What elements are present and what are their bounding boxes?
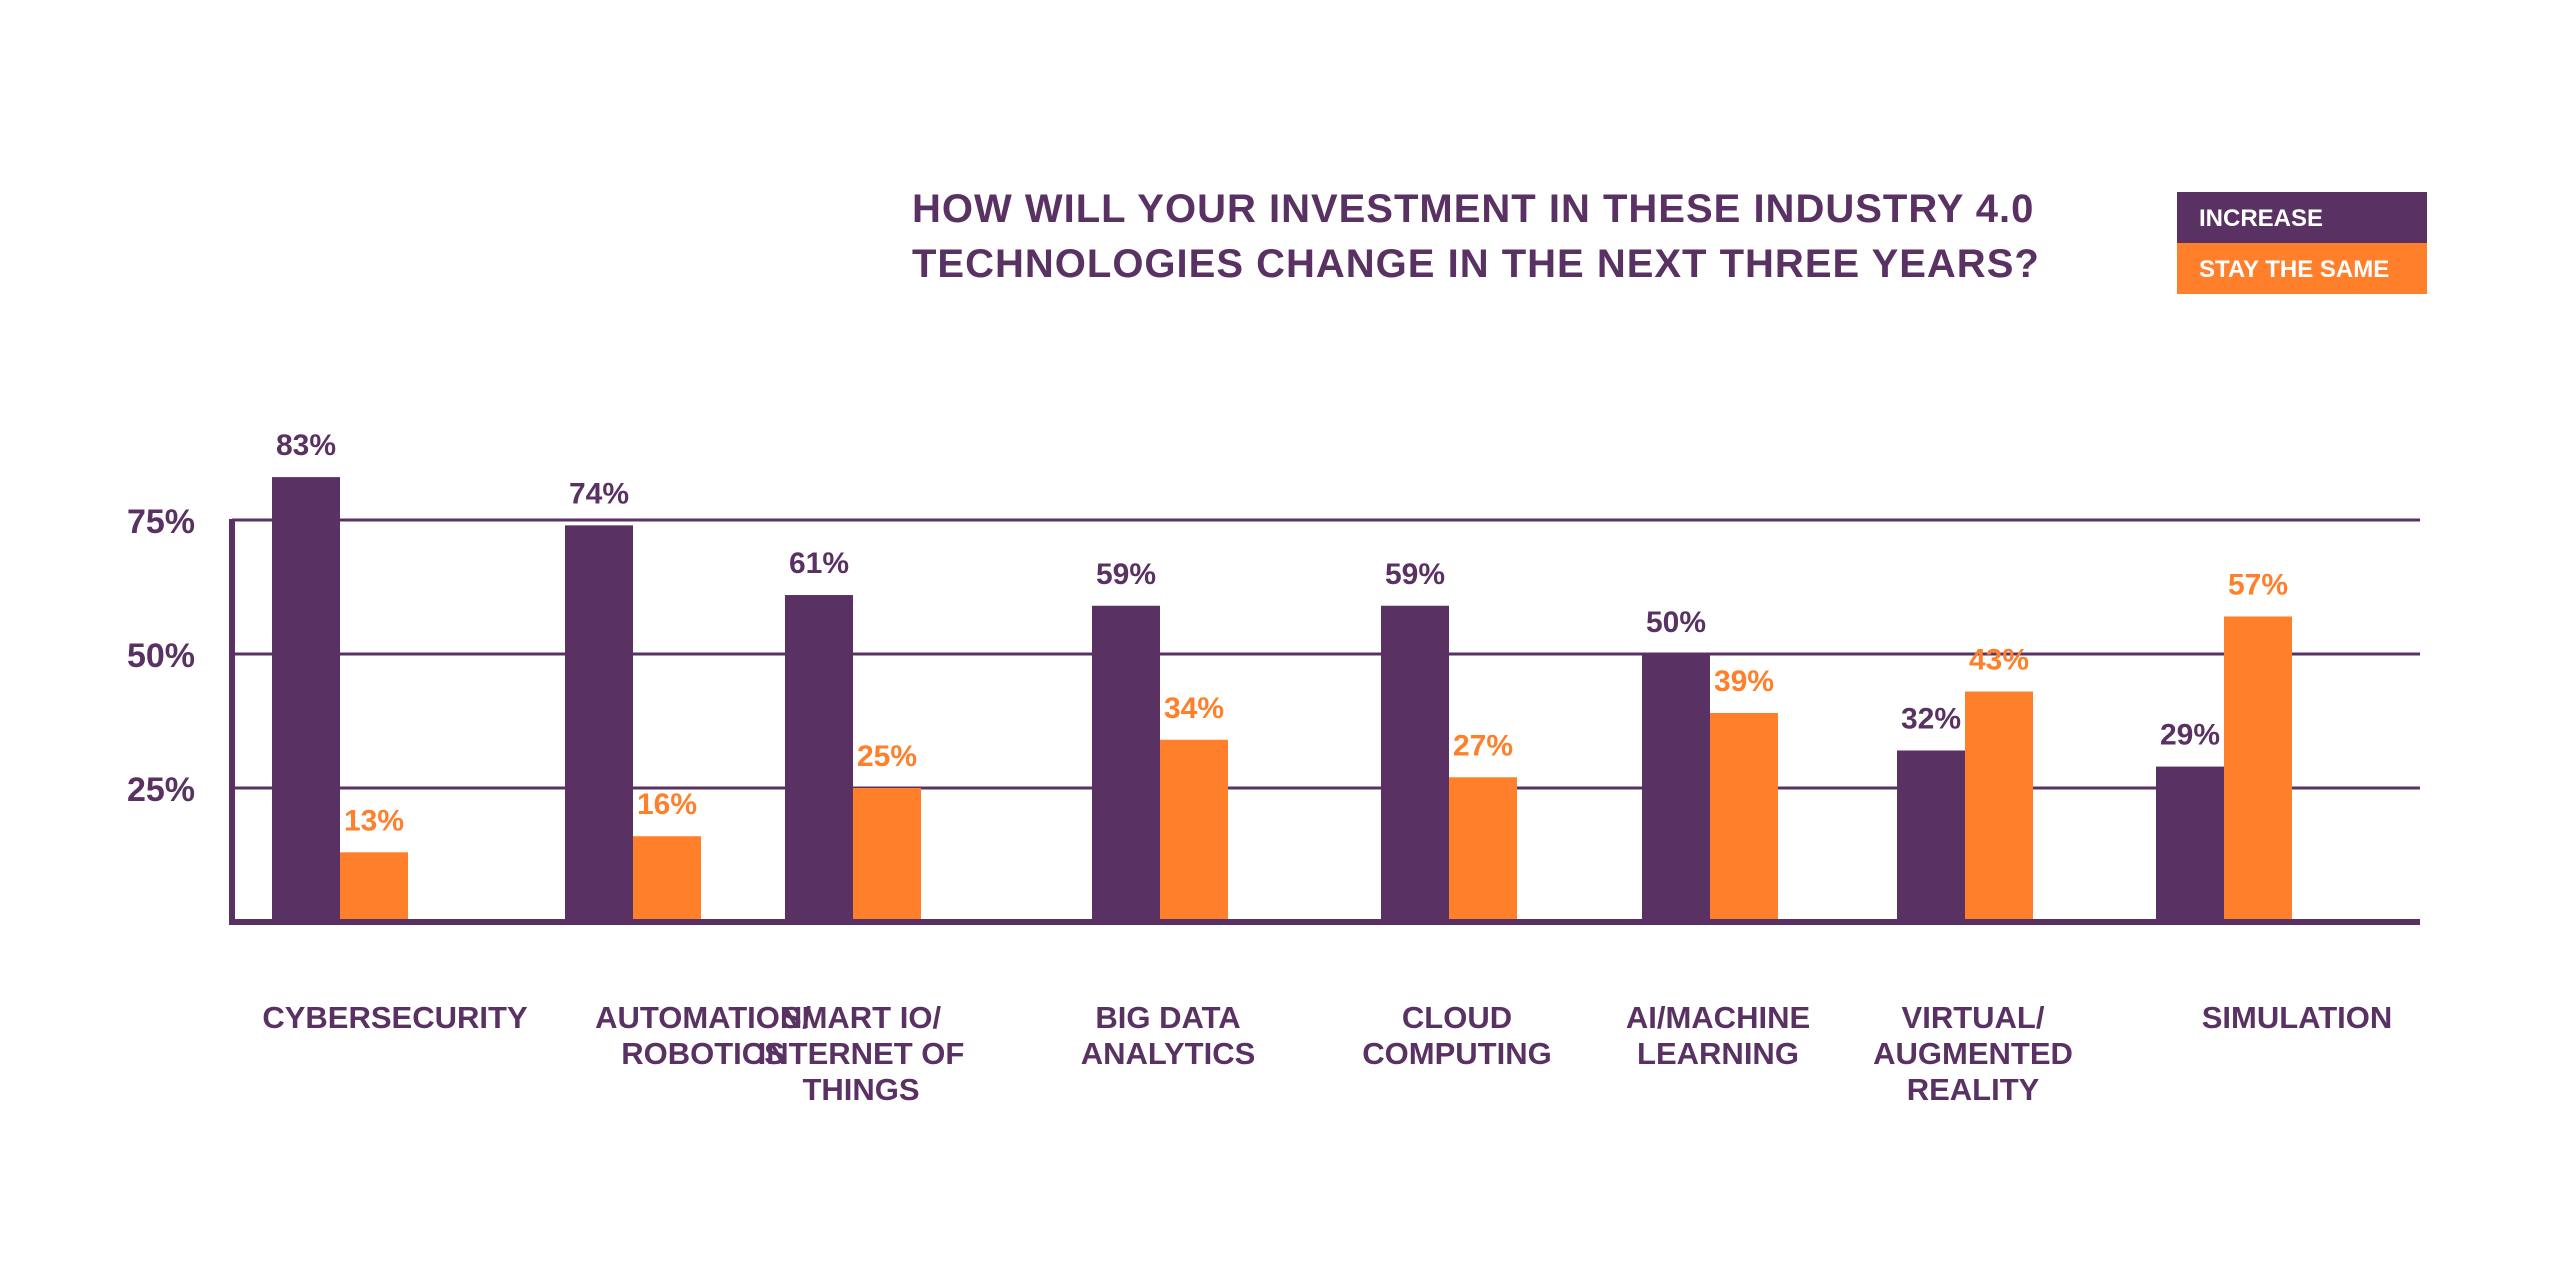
x-category-label: SMART IO/ bbox=[781, 1000, 942, 1035]
legend-label: INCREASE bbox=[2199, 205, 2323, 232]
x-category-label: ANALYTICS bbox=[1081, 1036, 1256, 1071]
data-label: 13% bbox=[344, 804, 404, 837]
data-label: 32% bbox=[1901, 702, 1961, 735]
bar-increase bbox=[1897, 750, 1965, 922]
data-label: 34% bbox=[1164, 692, 1224, 725]
legend-swatch bbox=[2177, 192, 2427, 243]
x-category-label: ROBOTICS bbox=[621, 1036, 785, 1071]
data-label: 39% bbox=[1714, 665, 1774, 698]
bar-increase bbox=[1381, 605, 1449, 922]
bar-stay-the-same bbox=[1160, 739, 1228, 922]
data-label: 57% bbox=[2228, 568, 2288, 601]
x-category-label: BIG DATA bbox=[1095, 1000, 1240, 1035]
x-category-label: THINGS bbox=[802, 1072, 919, 1107]
y-tick-label: 50% bbox=[127, 637, 195, 675]
data-label: 61% bbox=[789, 547, 849, 580]
data-label: 83% bbox=[276, 429, 336, 462]
data-label: 74% bbox=[569, 477, 629, 510]
legend-label: STAY THE SAME bbox=[2199, 256, 2389, 283]
legend-swatch bbox=[2177, 243, 2427, 294]
bar-stay-the-same bbox=[340, 852, 408, 922]
bar-increase bbox=[1092, 605, 1160, 922]
x-category-label: LEARNING bbox=[1637, 1036, 1799, 1071]
x-category-label: REALITY bbox=[1907, 1072, 2040, 1107]
x-category-label: INTERNET OF bbox=[758, 1036, 965, 1071]
bar-stay-the-same bbox=[853, 788, 921, 922]
bar-increase bbox=[565, 525, 633, 922]
x-category-label: AI/MACHINE bbox=[1626, 1000, 1810, 1035]
bar-stay-the-same bbox=[2224, 616, 2292, 922]
data-label: 50% bbox=[1646, 606, 1706, 639]
bar-increase bbox=[1642, 654, 1710, 922]
x-category-label: VIRTUAL/ bbox=[1902, 1000, 2045, 1035]
bar-stay-the-same bbox=[1710, 712, 1778, 922]
x-category-label: AUGMENTED bbox=[1873, 1036, 2073, 1071]
bar-increase bbox=[785, 595, 853, 922]
bar-increase bbox=[272, 477, 340, 922]
bar-increase bbox=[2156, 766, 2224, 922]
data-label: 29% bbox=[2160, 719, 2220, 752]
bar-stay-the-same bbox=[633, 836, 701, 922]
data-label: 16% bbox=[637, 788, 697, 821]
x-category-label: SIMULATION bbox=[2202, 1000, 2393, 1035]
x-category-label: CLOUD bbox=[1402, 1000, 1512, 1035]
x-category-label: COMPUTING bbox=[1362, 1036, 1551, 1071]
x-category-label: CYBERSECURITY bbox=[262, 1000, 528, 1035]
data-label: 25% bbox=[857, 740, 917, 773]
data-label: 43% bbox=[1969, 644, 2029, 677]
bar-stay-the-same bbox=[1449, 777, 1517, 922]
bar-stay-the-same bbox=[1965, 691, 2033, 922]
data-label: 27% bbox=[1453, 729, 1513, 762]
y-tick-label: 25% bbox=[127, 771, 195, 809]
chart-title-line: HOW WILL YOUR INVESTMENT IN THESE INDUST… bbox=[912, 187, 2034, 231]
data-label: 59% bbox=[1385, 558, 1445, 591]
chart-title-line: TECHNOLOGIES CHANGE IN THE NEXT THREE YE… bbox=[912, 242, 2040, 286]
data-label: 59% bbox=[1096, 558, 1156, 591]
y-tick-label: 75% bbox=[127, 503, 195, 541]
x-category-label: AUTOMATION/ bbox=[595, 1000, 811, 1035]
